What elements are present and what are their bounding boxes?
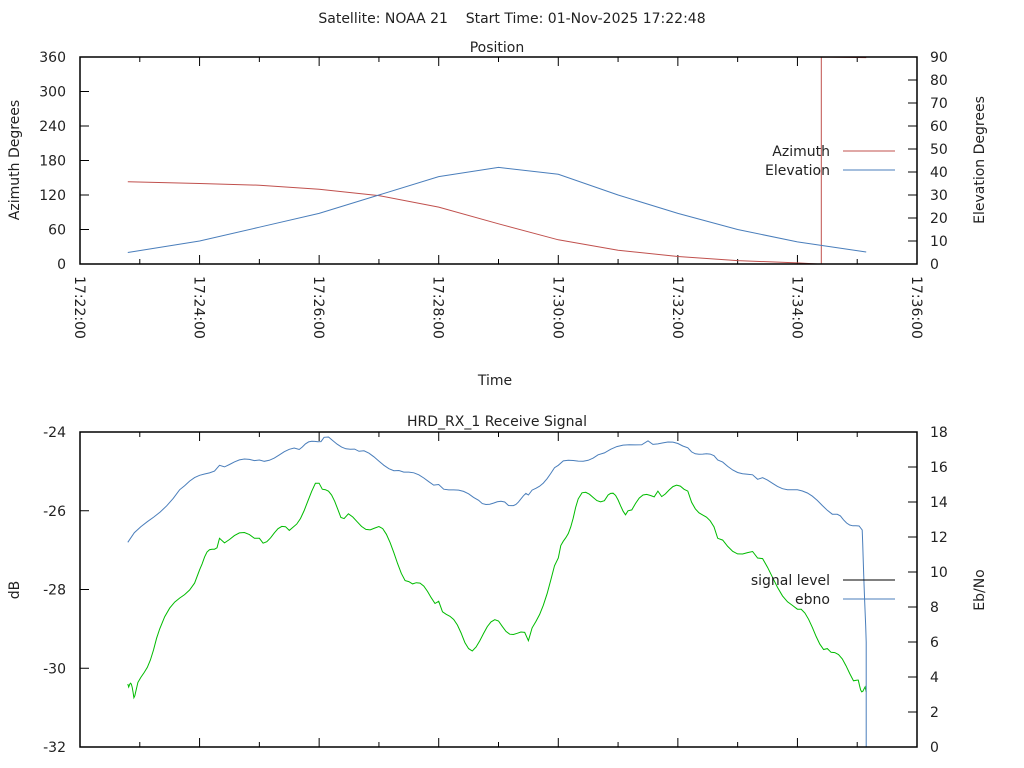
y2-tick-label: 10 xyxy=(930,234,948,250)
series-line-elevation xyxy=(127,166,867,253)
y2-tick-label: 6 xyxy=(930,635,939,651)
y2-tick-label: 20 xyxy=(930,211,948,227)
y-tick-label: 360 xyxy=(39,50,66,66)
y2-tick-label: 40 xyxy=(930,165,948,181)
y2-tick-label: 2 xyxy=(930,705,939,721)
x-tick-label: 17:34:00 xyxy=(788,276,804,339)
y2-tick-label: 30 xyxy=(930,188,948,204)
y2-tick-label: 90 xyxy=(930,50,948,66)
y2-tick-label: 18 xyxy=(930,425,948,441)
y2-tick-label: 8 xyxy=(930,600,939,616)
position-y2label: Elevation Degrees xyxy=(972,96,988,224)
x-tick-label: 17:30:00 xyxy=(549,276,565,339)
position-ylabel: Azimuth Degrees xyxy=(7,100,23,220)
signal-plot: -32 -30 -28 -26 -24 0 2 4 6 8 10 12 14 16 18 xyxy=(43,425,948,756)
y-tick-label: -32 xyxy=(43,740,66,756)
y-tick-label: -28 xyxy=(43,583,66,599)
x-tick-label: 17:24:00 xyxy=(191,276,207,339)
y-tick-label: 300 xyxy=(39,85,66,101)
series-line-ebno xyxy=(127,436,867,747)
position-plot: 17:22:00 17:24:00 17:26:00 17:28:00 17:30:00… xyxy=(39,50,948,339)
signal-y2label: Eb/No xyxy=(972,569,988,611)
x-tick-label: 17:22:00 xyxy=(71,276,87,339)
legend-signal-level-label: signal level xyxy=(751,573,830,589)
y2-tick-label: 4 xyxy=(930,670,939,686)
position-plot-frame xyxy=(79,56,918,265)
y2-tick-label: 16 xyxy=(930,460,948,476)
x-tick-label: 17:26:00 xyxy=(310,276,326,339)
y-tick-label: 0 xyxy=(57,257,66,273)
y2-tick-label: 80 xyxy=(930,73,948,89)
series-line-signal-level xyxy=(127,482,867,700)
legend-elevation-label: Elevation xyxy=(765,163,830,179)
y2-tick-label: 14 xyxy=(930,495,948,511)
signal-plot-frame xyxy=(79,431,918,748)
signal-title: HRD_RX_1 Receive Signal xyxy=(407,414,587,430)
y-tick-label: -24 xyxy=(43,425,66,441)
y2-tick-label: 10 xyxy=(930,565,948,581)
y2-tick-label: 0 xyxy=(930,257,939,273)
x-tick-label: 17:32:00 xyxy=(669,276,685,339)
position-title: Position xyxy=(470,40,525,56)
x-tick-label: 17:28:00 xyxy=(430,276,446,339)
chart-header-title: Satellite: NOAA 21 Start Time: 01-Nov-20… xyxy=(318,11,705,27)
y-tick-label: -30 xyxy=(43,661,66,677)
signal-ylabel: dB xyxy=(7,581,23,600)
legend-azimuth-label: Azimuth xyxy=(772,144,830,160)
y2-tick-label: 0 xyxy=(930,740,939,756)
y-tick-label: 180 xyxy=(39,154,66,170)
legend-ebno-label: ebno xyxy=(795,592,830,608)
y2-tick-label: 50 xyxy=(930,142,948,158)
y-tick-label: 60 xyxy=(48,223,66,239)
y2-tick-label: 70 xyxy=(930,96,948,112)
y2-tick-label: 60 xyxy=(930,119,948,135)
y-tick-label: 120 xyxy=(39,188,66,204)
position-xlabel: Time xyxy=(477,373,512,389)
x-tick-label: 17:36:00 xyxy=(908,276,924,339)
y-tick-label: 240 xyxy=(39,119,66,135)
y2-tick-label: 12 xyxy=(930,530,948,546)
y-tick-label: -26 xyxy=(43,504,66,520)
